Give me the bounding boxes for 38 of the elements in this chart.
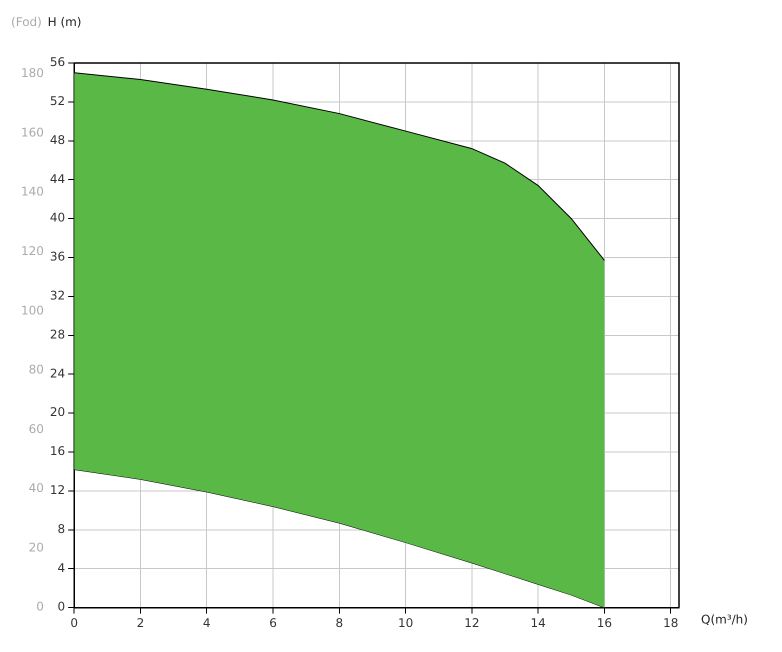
y-tick-label: 32 bbox=[50, 288, 66, 303]
y2-tick-label: 60 bbox=[28, 422, 44, 436]
x-tick-label: 8 bbox=[335, 616, 344, 630]
y-tick-label: 12 bbox=[50, 483, 66, 498]
x-tick-label: 2 bbox=[136, 616, 144, 630]
y2-tick-label: 140 bbox=[21, 184, 44, 199]
x-tick-label: 16 bbox=[596, 616, 612, 630]
y2-tick-label: 80 bbox=[28, 362, 44, 377]
x-tick-label: 18 bbox=[663, 616, 678, 630]
y2-tick-label: 40 bbox=[28, 481, 44, 496]
y-tick-label: 28 bbox=[50, 327, 66, 342]
y-tick-label: 48 bbox=[50, 132, 66, 147]
y-tick-label: 0 bbox=[58, 600, 66, 614]
y2-tick-label: 120 bbox=[21, 244, 44, 258]
y-tick-label: 36 bbox=[50, 250, 66, 264]
y-tick-label: 56 bbox=[50, 55, 66, 70]
y2-tick-label: 160 bbox=[21, 125, 44, 140]
x-tick-label: 12 bbox=[464, 616, 480, 630]
y2-tick-label: 20 bbox=[28, 540, 44, 554]
y2-tick-label: 0 bbox=[36, 600, 44, 614]
y-tick-label: 4 bbox=[58, 560, 66, 575]
y-tick-label: 24 bbox=[50, 366, 66, 380]
y-axis-title: H (m) bbox=[48, 15, 82, 30]
y2-tick-label: 180 bbox=[21, 66, 44, 80]
x-tick-label: 14 bbox=[530, 616, 546, 630]
y-tick-label: 44 bbox=[50, 172, 66, 186]
y2-tick-label: 100 bbox=[21, 303, 44, 318]
x-tick-label: 10 bbox=[398, 616, 414, 630]
y-tick-label: 52 bbox=[50, 94, 66, 108]
x-axis-title: Q(m³/h) bbox=[701, 612, 748, 627]
y-tick-label: 40 bbox=[50, 210, 66, 225]
y-tick-label: 16 bbox=[50, 444, 66, 458]
x-tick-label: 6 bbox=[269, 616, 277, 630]
y-tick-label: 8 bbox=[58, 522, 66, 536]
x-tick-label: 4 bbox=[202, 616, 211, 630]
y-tick-label: 20 bbox=[50, 405, 66, 420]
x-tick-label: 0 bbox=[70, 616, 78, 630]
y2-axis-title: (Fod) bbox=[11, 15, 42, 30]
